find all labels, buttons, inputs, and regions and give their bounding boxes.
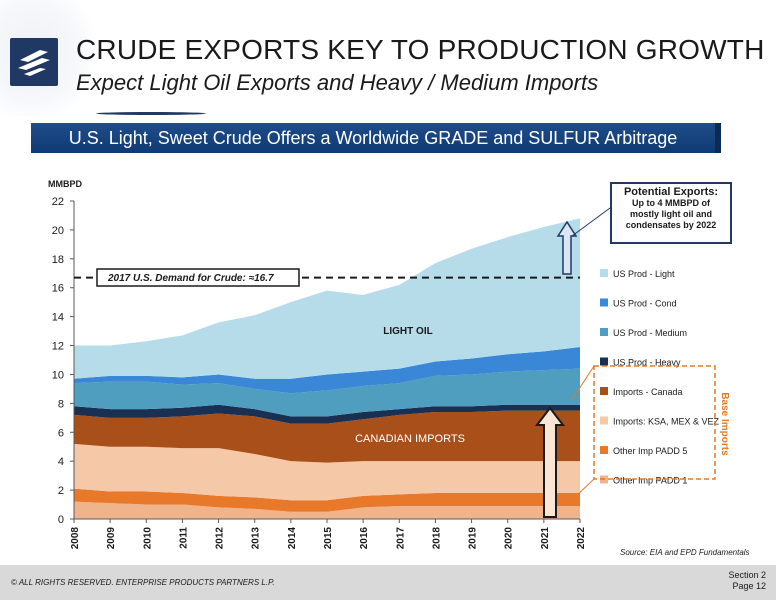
x-tick-label: 2020 [504,527,515,550]
page-label: Page 12 [732,581,766,591]
callout-connector [571,207,611,237]
page-subtitle: Expect Light Oil Exports and Heavy / Med… [76,70,599,95]
x-tick-label: 2017 [395,527,406,550]
x-tick-label: 2009 [106,527,117,550]
legend-label-padd5: Other Imp PADD 5 [613,446,687,456]
banner-edge [715,123,721,153]
x-tick-label: 2013 [251,527,262,550]
base-imports-label: Base Imports [719,392,730,456]
title-underline [96,112,206,115]
exports-arrow [556,220,578,275]
section-page-label: Section 2 Page 12 [728,570,766,592]
legend-swatch-padd5 [600,446,608,454]
copyright-text: © ALL RIGHTS RESERVED. ENTERPRISE PRODUC… [11,578,275,587]
y-tick-label: 4 [58,456,64,468]
legend-swatch-canada [600,387,608,395]
area-light [74,218,580,379]
x-tick-label: 2021 [540,527,551,550]
legend-swatch-cond [600,298,608,307]
y-tick-label: 6 [58,427,64,439]
legend-label-canada: Imports - Canada [613,387,683,397]
area-ksa [74,443,580,501]
base-imports-arrow [534,406,566,518]
x-tick-label: 2010 [142,527,153,550]
callout-line-1: Up to 4 MMBPD of [632,198,710,208]
y-tick-label: 8 [58,398,64,410]
company-logo [10,38,58,86]
source-note: Source: EIA and EPD Fundamentals [620,548,750,557]
legend-swatch-light [600,269,608,277]
legend-label-cond: US Prod - Cond [613,299,677,309]
legend-label-medium: US Prod - Medium [613,328,687,338]
y-tick-label: 12 [52,341,64,353]
demand-label: 2017 U.S. Demand for Crude: ≈16.7 [107,273,274,284]
light-oil-label: LIGHT OIL [383,326,432,337]
x-tick-label: 2022 [576,527,587,550]
y-tick-label: 2 [58,485,64,497]
y-tick-label: 10 [52,369,64,381]
x-tick-label: 2011 [178,527,189,549]
base-imports-connector-top [571,365,595,401]
base-imports-connector-bottom [571,478,595,501]
y-axis-title: MMBPD [48,179,82,189]
legend-label-padd1: Other Imp PADD 1 [613,476,687,486]
legend-label-ksa: Imports: KSA, MEX & VEZ [613,417,720,427]
area-heavy [74,404,580,424]
x-tick-label: 2008 [70,527,81,550]
headline-banner: U.S. Light, Sweet Crude Offers a Worldwi… [31,123,715,153]
area-cond [74,346,580,394]
legend-swatch-heavy [600,357,608,366]
footer-bar: © ALL RIGHTS RESERVED. ENTERPRISE PRODUC… [0,565,776,600]
x-tick-label: 2019 [468,527,479,550]
y-tick-label: 16 [52,283,64,295]
area-canada [74,410,580,463]
legend-label-light: US Prod - Light [613,269,675,279]
y-tick-label: 14 [52,312,64,324]
area-medium [74,368,580,417]
y-tick-label: 0 [58,514,64,526]
canadian-imports-label: CANADIAN IMPORTS [355,433,465,445]
legend-swatch-ksa [600,416,608,425]
potential-exports-callout: Potential Exports: Up to 4 MMBPD of most… [610,182,732,244]
y-tick-label: 18 [52,254,64,266]
x-tick-label: 2015 [323,527,334,550]
x-tick-label: 2016 [359,527,370,550]
section-label: Section 2 [728,570,766,580]
legend-label-heavy: US Prod - Heavy [613,358,681,368]
y-tick-label: 22 [52,196,64,208]
base-imports-box [593,365,716,480]
y-tick-label: 20 [52,225,64,237]
callout-title: Potential Exports: [623,186,719,198]
x-tick-label: 2018 [431,527,442,550]
legend-swatch-medium [600,328,608,336]
x-tick-label: 2014 [287,527,298,550]
demand-label-box [96,268,300,287]
callout-line-3: condensates by 2022 [625,220,717,230]
page-title: CRUDE EXPORTS KEY TO PRODUCTION GROWTH [76,34,765,65]
x-tick-label: 2012 [215,527,226,550]
callout-line-2: mostly light oil and [629,209,712,219]
